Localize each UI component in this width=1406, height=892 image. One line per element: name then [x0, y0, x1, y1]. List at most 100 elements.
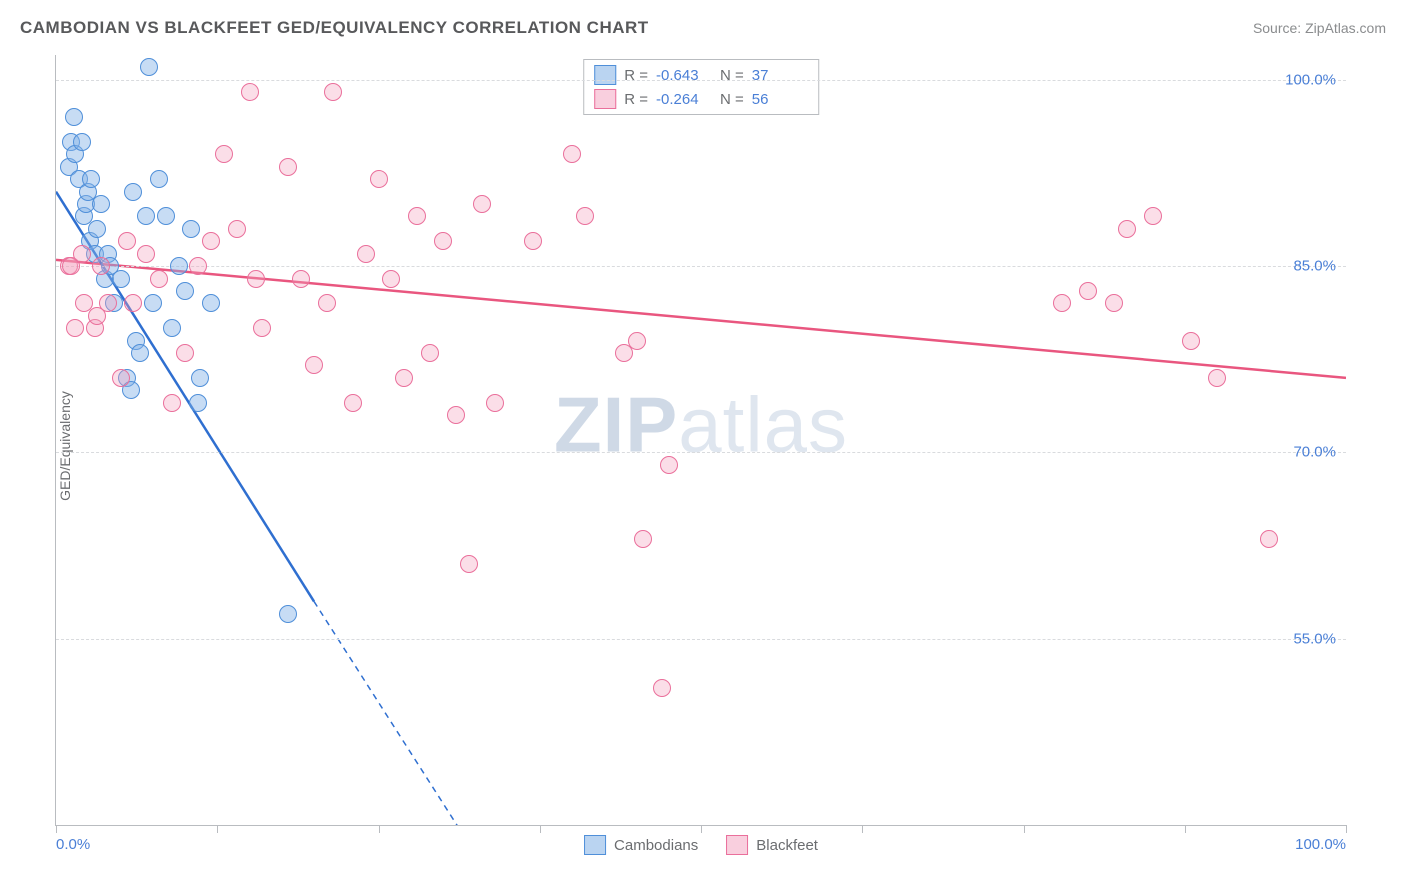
- data-point: [73, 133, 91, 151]
- y-tick-label: 100.0%: [1285, 71, 1336, 88]
- data-point: [191, 369, 209, 387]
- legend-value: 56: [752, 91, 808, 108]
- data-point: [318, 294, 336, 312]
- data-point: [92, 257, 110, 275]
- data-point: [150, 170, 168, 188]
- data-point: [202, 294, 220, 312]
- x-tick: [1024, 825, 1025, 833]
- swatch-icon: [594, 89, 616, 109]
- data-point: [1208, 369, 1226, 387]
- gridline: [56, 266, 1346, 267]
- data-point: [176, 344, 194, 362]
- x-tick: [1185, 825, 1186, 833]
- data-point: [131, 344, 149, 362]
- data-point: [253, 319, 271, 337]
- data-point: [215, 145, 233, 163]
- data-point: [324, 83, 342, 101]
- data-point: [189, 394, 207, 412]
- x-tick: [540, 825, 541, 833]
- data-point: [118, 232, 136, 250]
- gridline: [56, 452, 1346, 453]
- data-point: [524, 232, 542, 250]
- gridline: [56, 80, 1346, 81]
- x-tick: [379, 825, 380, 833]
- gridline: [56, 639, 1346, 640]
- legend-text: Cambodians: [614, 837, 698, 854]
- data-point: [1182, 332, 1200, 350]
- legend-value: -0.264: [656, 91, 712, 108]
- swatch-icon: [726, 835, 748, 855]
- correlation-legend: R = -0.643 N = 37 R = -0.264 N = 56: [583, 59, 819, 115]
- data-point: [144, 294, 162, 312]
- data-point: [563, 145, 581, 163]
- data-point: [241, 83, 259, 101]
- data-point: [140, 58, 158, 76]
- data-point: [292, 270, 310, 288]
- legend-label: N =: [720, 67, 744, 84]
- swatch-icon: [594, 65, 616, 85]
- data-point: [460, 555, 478, 573]
- data-point: [92, 195, 110, 213]
- data-point: [228, 220, 246, 238]
- data-point: [88, 220, 106, 238]
- data-point: [189, 257, 207, 275]
- data-point: [279, 605, 297, 623]
- data-point: [634, 530, 652, 548]
- data-point: [1105, 294, 1123, 312]
- y-tick-label: 55.0%: [1293, 630, 1336, 647]
- watermark: ZIPatlas: [554, 379, 848, 470]
- legend-value: 37: [752, 67, 808, 84]
- data-point: [370, 170, 388, 188]
- data-point: [73, 245, 91, 263]
- data-point: [660, 456, 678, 474]
- data-point: [395, 369, 413, 387]
- legend-item: Blackfeet: [726, 835, 818, 855]
- data-point: [1260, 530, 1278, 548]
- trendlines-layer: [56, 55, 1346, 825]
- data-point: [279, 158, 297, 176]
- data-point: [202, 232, 220, 250]
- data-point: [65, 108, 83, 126]
- data-point: [1118, 220, 1136, 238]
- data-point: [124, 294, 142, 312]
- legend-item: Cambodians: [584, 835, 698, 855]
- data-point: [163, 319, 181, 337]
- x-tick: [217, 825, 218, 833]
- data-point: [157, 207, 175, 225]
- data-point: [124, 183, 142, 201]
- data-point: [82, 170, 100, 188]
- data-point: [150, 270, 168, 288]
- legend-row: R = -0.643 N = 37: [590, 63, 812, 87]
- data-point: [137, 245, 155, 263]
- data-point: [1053, 294, 1071, 312]
- data-point: [305, 356, 323, 374]
- legend-value: -0.643: [656, 67, 712, 84]
- data-point: [1079, 282, 1097, 300]
- data-point: [344, 394, 362, 412]
- data-point: [99, 294, 117, 312]
- legend-row: R = -0.264 N = 56: [590, 87, 812, 111]
- legend-label: N =: [720, 91, 744, 108]
- data-point: [163, 394, 181, 412]
- y-tick-label: 70.0%: [1293, 444, 1336, 461]
- data-point: [182, 220, 200, 238]
- data-point: [137, 207, 155, 225]
- x-tick: [56, 825, 57, 833]
- x-tick-label: 0.0%: [56, 836, 90, 853]
- legend-text: Blackfeet: [756, 837, 818, 854]
- legend-label: R =: [624, 67, 648, 84]
- swatch-icon: [584, 835, 606, 855]
- data-point: [112, 369, 130, 387]
- series-legend: Cambodians Blackfeet: [584, 835, 818, 855]
- source-label: Source: ZipAtlas.com: [1253, 20, 1386, 36]
- data-point: [447, 406, 465, 424]
- data-point: [66, 319, 84, 337]
- data-point: [247, 270, 265, 288]
- data-point: [576, 207, 594, 225]
- data-point: [357, 245, 375, 263]
- x-tick: [701, 825, 702, 833]
- y-tick-label: 85.0%: [1293, 258, 1336, 275]
- data-point: [628, 332, 646, 350]
- data-point: [653, 679, 671, 697]
- x-tick: [862, 825, 863, 833]
